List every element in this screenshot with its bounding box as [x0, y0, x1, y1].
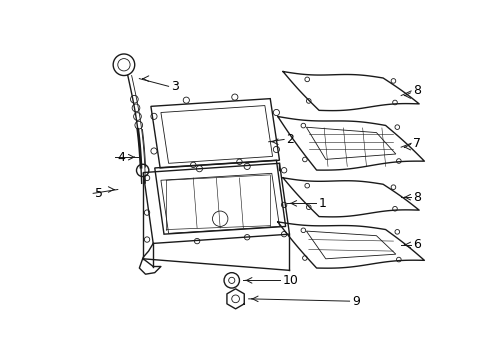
- Text: 2: 2: [286, 133, 294, 146]
- Text: 6: 6: [413, 238, 421, 251]
- Text: 8: 8: [413, 191, 421, 204]
- Text: 9: 9: [351, 294, 359, 308]
- Text: 4: 4: [117, 150, 124, 164]
- Text: 7: 7: [413, 137, 421, 150]
- Text: 10: 10: [282, 274, 298, 287]
- Text: 1: 1: [318, 197, 326, 210]
- Text: 8: 8: [413, 85, 421, 98]
- Text: 5: 5: [95, 187, 103, 200]
- Text: 3: 3: [171, 80, 179, 93]
